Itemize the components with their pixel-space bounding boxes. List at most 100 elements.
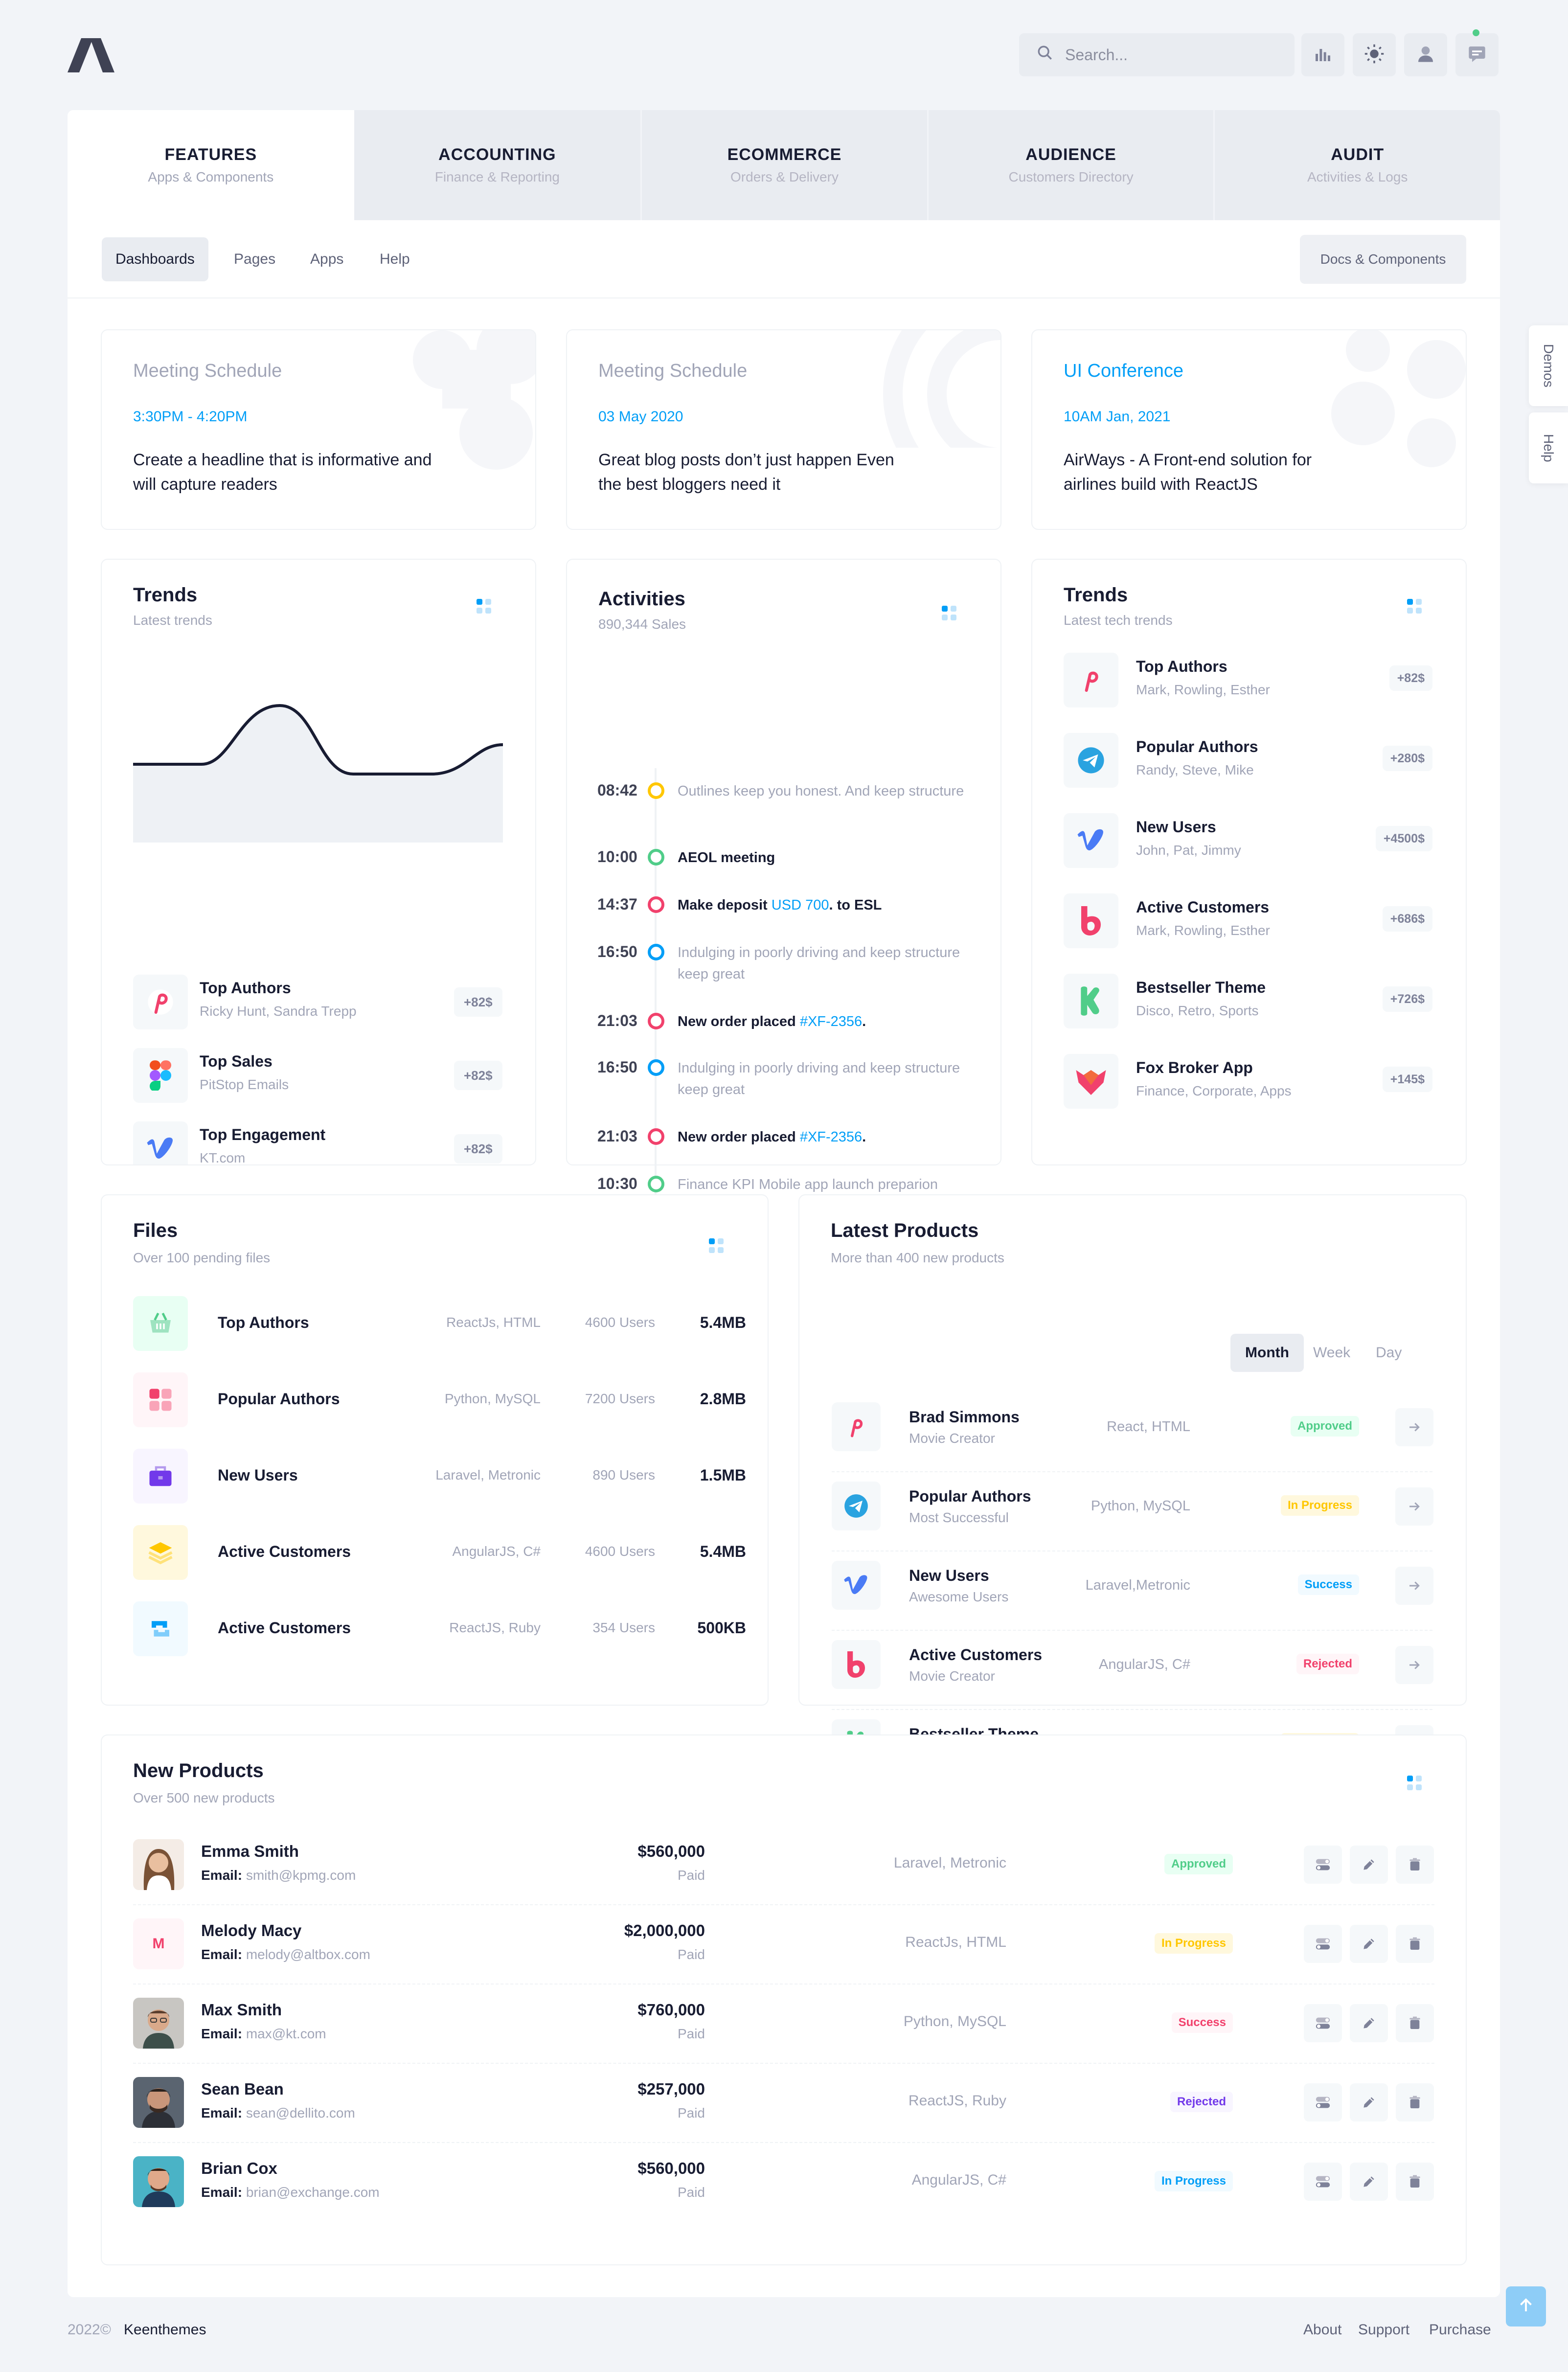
timeline-link[interactable]: #XF-2356 <box>799 1129 863 1145</box>
grid-icon <box>133 1372 188 1427</box>
customer-name[interactable]: Max Smith <box>201 2001 282 2019</box>
customer-email: Email: brian@exchange.com <box>201 2185 380 2200</box>
product-desc: Most Successful <box>909 1510 1009 1525</box>
stats-button[interactable] <box>1301 33 1344 76</box>
tab-features[interactable]: FEATURES Apps & Components <box>68 110 354 220</box>
subnav-help[interactable]: Help <box>380 251 410 267</box>
view-product-button[interactable] <box>1395 1487 1433 1526</box>
file-name[interactable]: Active Customers <box>218 1543 351 1560</box>
toggle-button[interactable] <box>1304 2083 1342 2121</box>
delete-button[interactable] <box>1396 1846 1434 1884</box>
period-tab-week[interactable]: Week <box>1313 1345 1351 1361</box>
subnav-dashboards[interactable]: Dashboards <box>102 237 208 281</box>
product-name[interactable]: Active Customers <box>909 1646 1043 1664</box>
card-menu-icon[interactable] <box>1407 599 1422 614</box>
timeline-link[interactable]: USD 700 <box>771 897 829 913</box>
tab-accounting[interactable]: ACCOUNTING Finance & Reporting <box>354 110 641 220</box>
edit-button[interactable] <box>1350 2083 1388 2121</box>
timeline-time: 16:50 <box>597 1058 637 1076</box>
telegram-logo-icon <box>1064 733 1118 788</box>
card-subtitle: Latest tech trends <box>1064 613 1173 628</box>
product-name[interactable]: Brad Simmons <box>909 1408 1020 1426</box>
timeline-text: AEOL meeting <box>678 847 981 868</box>
search-icon <box>1037 45 1053 65</box>
footer-link-support[interactable]: Support <box>1358 2322 1410 2338</box>
card-menu-icon[interactable] <box>477 599 491 614</box>
toggle-button[interactable] <box>1304 1846 1342 1884</box>
meeting-time: 3:30PM - 4:20PM <box>133 409 248 425</box>
view-product-button[interactable] <box>1395 1646 1433 1684</box>
activities-card: Activities 890,344 Sales <box>566 559 1001 1165</box>
period-tab-day[interactable]: Day <box>1376 1345 1402 1361</box>
briefcase-icon <box>133 1449 188 1504</box>
file-name[interactable]: Active Customers <box>218 1619 351 1637</box>
timeline-link[interactable]: #XF-2356 <box>799 1014 863 1029</box>
toggle-button[interactable] <box>1304 2163 1342 2201</box>
customer-name[interactable]: Melody Macy <box>201 1921 302 1939</box>
email-value: smith@kpmg.com <box>246 1868 356 1883</box>
footer-link-purchase[interactable]: Purchase <box>1429 2322 1491 2338</box>
timeline-text-main: New order placed <box>678 1129 800 1145</box>
messages-button[interactable] <box>1455 33 1499 76</box>
side-tab-label: Help <box>1541 433 1556 462</box>
toggle-button[interactable] <box>1304 2004 1342 2042</box>
view-product-button[interactable] <box>1395 1567 1433 1605</box>
latest-products-card: Latest Products More than 400 new produc… <box>798 1194 1467 1706</box>
tab-audience[interactable]: AUDIENCE Customers Directory <box>927 110 1214 220</box>
docs-components-button[interactable]: Docs & Components <box>1300 235 1466 284</box>
card-menu-icon[interactable] <box>1407 1776 1422 1790</box>
side-tab-help[interactable]: Help <box>1529 412 1568 483</box>
timeline-text-main: Indulging in poorly driving and keep str… <box>678 945 960 982</box>
customer-name[interactable]: Emma Smith <box>201 1842 299 1860</box>
timeline-time: 21:03 <box>597 1127 637 1145</box>
file-name[interactable]: Popular Authors <box>218 1390 340 1408</box>
tab-audit[interactable]: AUDIT Activities & Logs <box>1213 110 1500 220</box>
period-tab-month[interactable]: Month <box>1230 1334 1304 1372</box>
subnav-pages[interactable]: Pages <box>234 251 276 267</box>
email-value: sean@dellito.com <box>246 2105 355 2121</box>
meeting-card[interactable]: Meeting Schedule 03 May 2020 Great blog … <box>566 329 1001 530</box>
customer-name[interactable]: Brian Cox <box>201 2159 277 2177</box>
meeting-card[interactable]: Meeting Schedule 3:30PM - 4:20PM Create … <box>101 329 536 530</box>
footer-link-about[interactable]: About <box>1303 2322 1342 2338</box>
timeline-text-main: AEOL meeting <box>678 850 775 866</box>
edit-button[interactable] <box>1350 1925 1388 1963</box>
footer-company-link[interactable]: Keenthemes <box>124 2322 206 2338</box>
toggle-button[interactable] <box>1304 1925 1342 1963</box>
tab-ecommerce[interactable]: ECOMMERCE Orders & Delivery <box>640 110 927 220</box>
delete-button[interactable] <box>1396 2163 1434 2201</box>
side-tab-demos[interactable]: Demos <box>1529 325 1568 406</box>
pencil-icon <box>1363 1859 1374 1870</box>
delete-button[interactable] <box>1396 1925 1434 1963</box>
theme-toggle-button[interactable] <box>1353 33 1396 76</box>
subnav-apps[interactable]: Apps <box>310 251 344 267</box>
product-tech: Laravel,Metronic <box>1085 1577 1190 1593</box>
search-input[interactable]: Search... <box>1019 33 1295 76</box>
app-logo[interactable] <box>68 38 116 72</box>
user-menu-button[interactable] <box>1404 33 1447 76</box>
file-name[interactable]: New Users <box>218 1466 298 1484</box>
timeline-dot <box>648 849 664 866</box>
delete-button[interactable] <box>1396 2083 1434 2121</box>
view-product-button[interactable] <box>1395 1408 1433 1446</box>
edit-button[interactable] <box>1350 2004 1388 2042</box>
customer-name[interactable]: Sean Bean <box>201 2080 284 2098</box>
scroll-top-button[interactable] <box>1506 2286 1546 2326</box>
product-name[interactable]: Popular Authors <box>909 1487 1031 1505</box>
file-name[interactable]: Top Authors <box>218 1314 309 1331</box>
delete-button[interactable] <box>1396 2004 1434 2042</box>
fox-logo-icon <box>1064 1054 1118 1109</box>
avatar <box>133 2156 184 2207</box>
conference-title: UI Conference <box>1064 361 1184 381</box>
card-menu-icon[interactable] <box>709 1238 724 1253</box>
product-name[interactable]: New Users <box>909 1567 989 1584</box>
conference-card[interactable]: UI Conference 10AM Jan, 2021 AirWays - A… <box>1031 329 1467 530</box>
vimeo-logo-icon <box>1064 813 1118 868</box>
file-users: 354 Users <box>592 1620 655 1635</box>
trend-item-badge: +726$ <box>1382 986 1432 1012</box>
card-menu-icon[interactable] <box>942 606 956 620</box>
status-badge: Rejected <box>1170 2092 1233 2112</box>
edit-button[interactable] <box>1350 2163 1388 2201</box>
footer-year: 2022© <box>68 2322 111 2338</box>
edit-button[interactable] <box>1350 1846 1388 1884</box>
